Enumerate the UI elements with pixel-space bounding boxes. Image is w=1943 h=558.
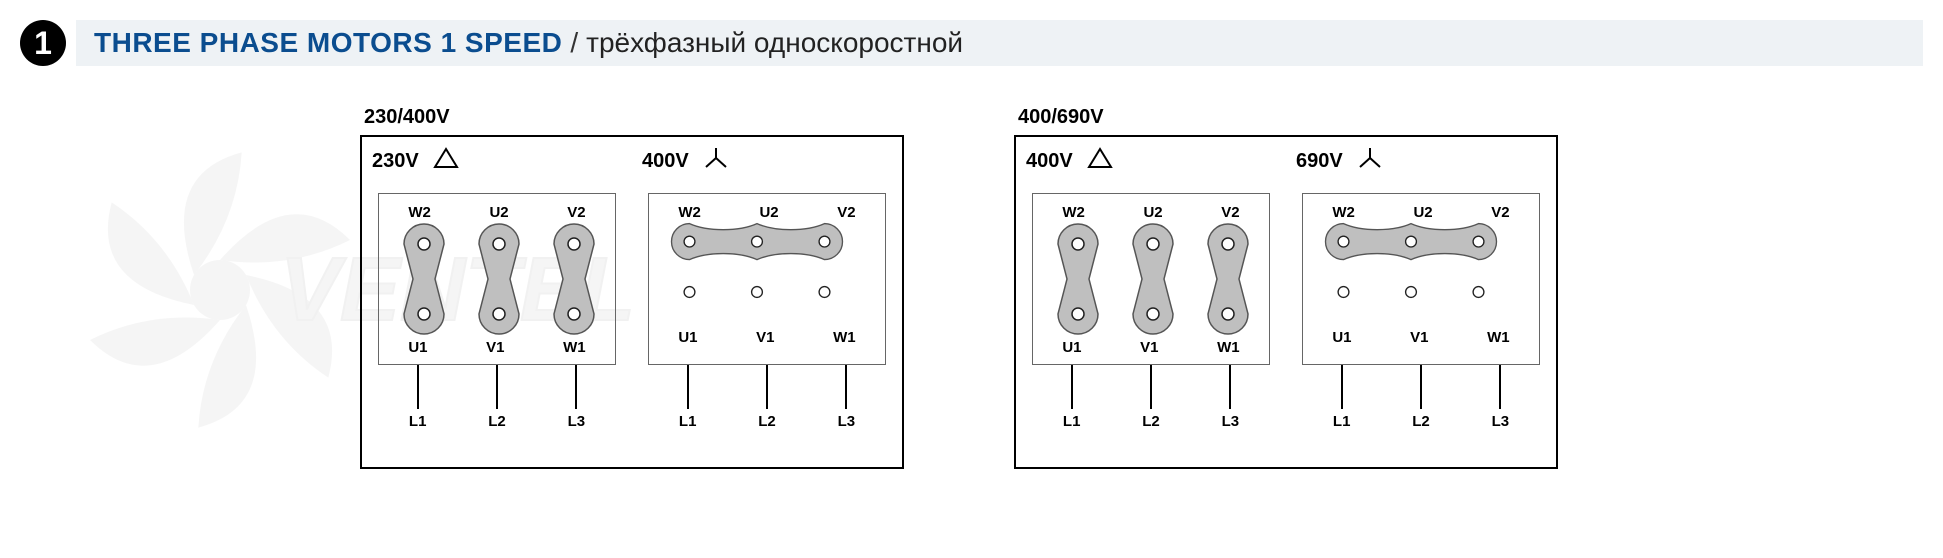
voltage-group: 400/690V 400V W2U2V2 U1V1W1 L1L2L3 690V (1014, 106, 1558, 469)
group-box: 400V W2U2V2 U1V1W1 L1L2L3 690V W2U2V2 (1014, 135, 1558, 469)
terminal-box: W2U2V2 U1V1W1 (648, 193, 886, 365)
voltage-group: 230/400V 230V W2U2V2 U1V1W1 L1L2L3 400V (360, 106, 904, 469)
panel-voltage: 230V (372, 150, 419, 173)
wiring-panel-delta: 230V W2U2V2 U1V1W1 L1L2L3 (362, 137, 632, 467)
diagram-groups: 230/400V 230V W2U2V2 U1V1W1 L1L2L3 400V (360, 106, 1943, 469)
group-box: 230V W2U2V2 U1V1W1 L1L2L3 400V W2U2V2 (360, 135, 904, 469)
terminal-box: W2U2V2 U1V1W1 (1302, 193, 1540, 365)
top-terminal-labels: W2U2V2 (1033, 204, 1269, 221)
wiring-panel-delta: 400V W2U2V2 U1V1W1 L1L2L3 (1016, 137, 1286, 467)
bottom-terminal-labels: U1V1W1 (379, 339, 615, 356)
supply-lines: L1L2L3 (1302, 365, 1540, 435)
title-ru: трёхфазный односкоростной (586, 27, 963, 59)
wiring-panel-star: 400V W2U2V2 U1V1W1 L1L2L3 (632, 137, 902, 467)
top-terminal-labels: W2U2V2 (649, 204, 885, 221)
delta-icon (433, 147, 459, 175)
panel-voltage: 400V (642, 150, 689, 173)
panel-voltage: 690V (1296, 150, 1343, 173)
star-icon (703, 147, 729, 175)
supply-lines: L1L2L3 (648, 365, 886, 435)
wiring-panel-star: 690V W2U2V2 U1V1W1 L1L2L3 (1286, 137, 1556, 467)
supply-lines: L1L2L3 (1032, 365, 1270, 435)
title-separator: / (570, 27, 578, 59)
title-bar: THREE PHASE MOTORS 1 SPEED / трёхфазный … (76, 20, 1923, 66)
bottom-terminal-labels: U1V1W1 (1033, 339, 1269, 356)
section-number-badge: 1 (20, 20, 66, 66)
supply-lines: L1L2L3 (378, 365, 616, 435)
top-terminal-labels: W2U2V2 (1303, 204, 1539, 221)
top-terminal-labels: W2U2V2 (379, 204, 615, 221)
delta-icon (1087, 147, 1113, 175)
header-row: 1 THREE PHASE MOTORS 1 SPEED / трёхфазны… (20, 20, 1923, 66)
group-voltage-title: 230/400V (364, 106, 904, 129)
bottom-terminal-labels: U1V1W1 (1303, 329, 1539, 346)
bottom-terminal-labels: U1V1W1 (649, 329, 885, 346)
star-icon (1357, 147, 1383, 175)
title-en: THREE PHASE MOTORS 1 SPEED (94, 27, 562, 59)
group-voltage-title: 400/690V (1018, 106, 1558, 129)
terminal-box: W2U2V2 U1V1W1 (1032, 193, 1270, 365)
terminal-box: W2U2V2 U1V1W1 (378, 193, 616, 365)
panel-voltage: 400V (1026, 150, 1073, 173)
